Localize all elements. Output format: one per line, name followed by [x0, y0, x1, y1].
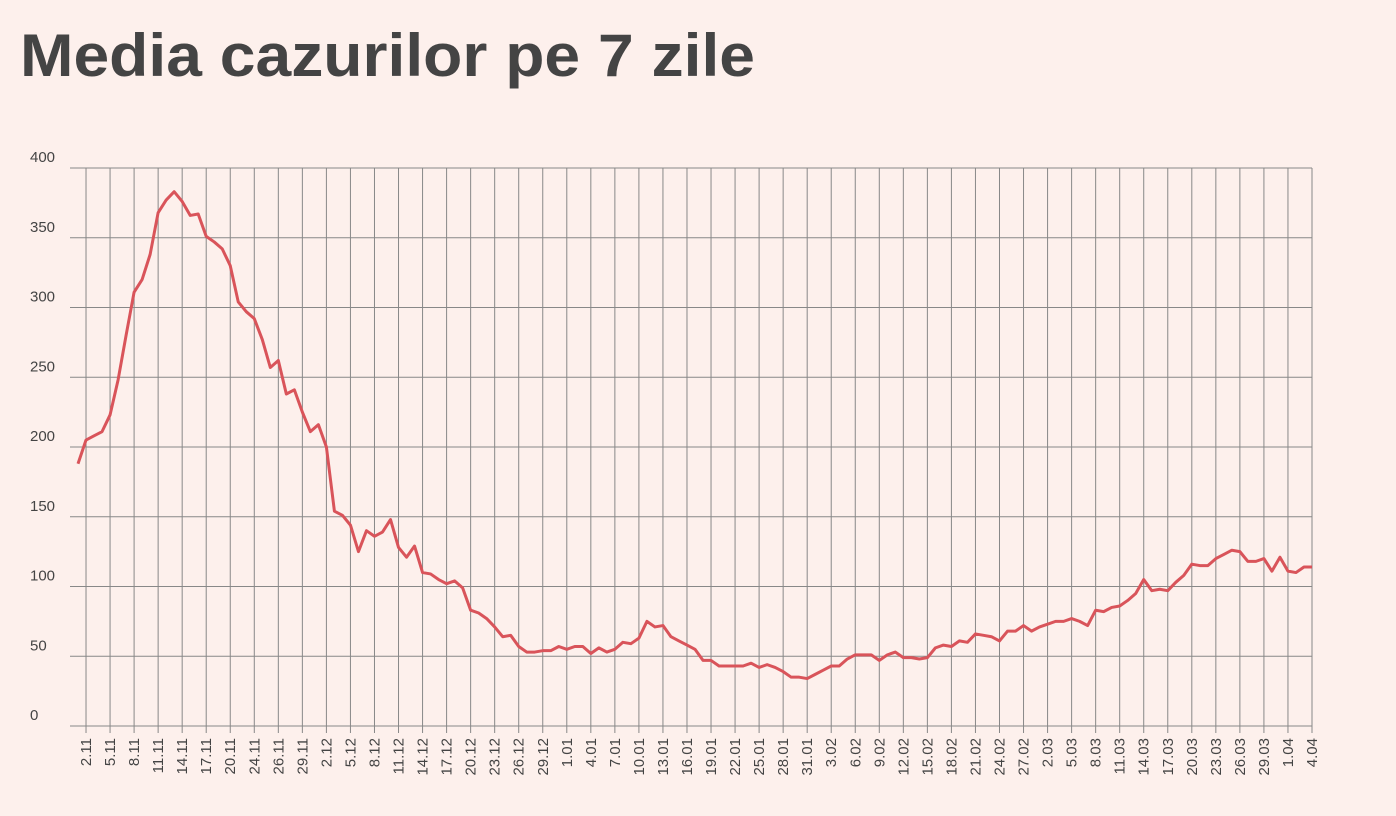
- x-tick-label: 26.11: [270, 738, 287, 774]
- x-tick-label: 26.03: [1232, 738, 1249, 776]
- y-tick-label: 50: [30, 637, 47, 654]
- y-tick-label: 150: [30, 498, 55, 515]
- x-tick-label: 2.11: [78, 738, 95, 766]
- x-tick-label: 29.03: [1256, 738, 1273, 776]
- x-tick-label: 19.01: [703, 738, 720, 776]
- x-tick-label: 8.11: [126, 738, 143, 766]
- x-tick-label: 23.03: [1208, 738, 1225, 776]
- y-tick-label: 300: [30, 289, 55, 306]
- x-tick-label: 29.12: [535, 738, 552, 776]
- x-tick-label: 7.01: [607, 738, 624, 767]
- x-tick-label: 26.12: [511, 738, 528, 776]
- x-tick-label: 20.12: [463, 738, 480, 776]
- x-tick-label: 5.11: [102, 738, 119, 766]
- line: [76, 190, 1312, 681]
- x-tick-label: 14.12: [415, 738, 432, 776]
- x-tick-label: 8.12: [366, 738, 383, 767]
- x-tick-label: 11.11: [150, 738, 167, 773]
- x-tick-label: 23.12: [487, 738, 504, 776]
- x-tick-label: 5.03: [1064, 738, 1081, 767]
- x-tick-label: 24.02: [991, 738, 1008, 776]
- y-tick-label: 350: [30, 219, 55, 236]
- x-tick-label: 28.01: [775, 738, 792, 776]
- x-tick-label: 21.02: [967, 738, 984, 776]
- x-tick-label: 14.11: [174, 738, 191, 774]
- x-tick-label: 18.02: [943, 738, 960, 776]
- x-tick-label: 11.03: [1112, 738, 1129, 774]
- x-tick-label: 17.12: [439, 738, 456, 776]
- x-tick-label: 31.01: [799, 738, 816, 776]
- x-tick-label: 2.12: [318, 738, 335, 767]
- x-tick-label: 15.02: [919, 738, 936, 776]
- y-tick-label: 0: [30, 707, 38, 724]
- x-tick-label: 25.01: [751, 738, 768, 776]
- y-tick-label: 400: [30, 149, 55, 166]
- x-tick-label: 8.03: [1088, 738, 1105, 767]
- x-tick-label: 17.03: [1160, 738, 1177, 776]
- x-tick-label: 3.02: [823, 738, 840, 767]
- x-tick-label: 1.04: [1280, 738, 1297, 767]
- x-tick-label: 22.01: [727, 738, 744, 776]
- x-tick-label: 20.11: [222, 738, 239, 774]
- y-tick-label: 100: [30, 568, 55, 585]
- y-tick-label: 200: [30, 428, 55, 445]
- y-tick-label: 250: [30, 358, 55, 375]
- x-tick-label: 6.02: [847, 738, 864, 767]
- chart-title: Media cazurilor pe 7 zile: [20, 22, 755, 89]
- x-tick-label: 4.01: [583, 738, 600, 767]
- x-tick-label: 27.02: [1016, 738, 1033, 776]
- x-tick-label: 9.02: [871, 738, 888, 767]
- x-tick-label: 1.01: [559, 738, 576, 767]
- x-tick-label: 12.02: [895, 738, 912, 776]
- x-tick-label: 10.01: [631, 738, 648, 776]
- x-tick-label: 2.03: [1040, 738, 1057, 767]
- x-tick-label: 4.04: [1304, 738, 1321, 767]
- x-tick-label: 16.01: [679, 738, 696, 776]
- x-tick-label: 24.11: [246, 738, 263, 774]
- x-tick-label: 14.03: [1136, 738, 1153, 776]
- x-tick-label: 29.11: [294, 738, 311, 774]
- x-tick-label: 11.12: [391, 738, 408, 774]
- x-tick-label: 5.12: [342, 738, 359, 767]
- x-tick-label: 20.03: [1184, 738, 1201, 776]
- x-tick-label: 17.11: [198, 738, 215, 774]
- x-tick-label: 13.01: [655, 738, 672, 776]
